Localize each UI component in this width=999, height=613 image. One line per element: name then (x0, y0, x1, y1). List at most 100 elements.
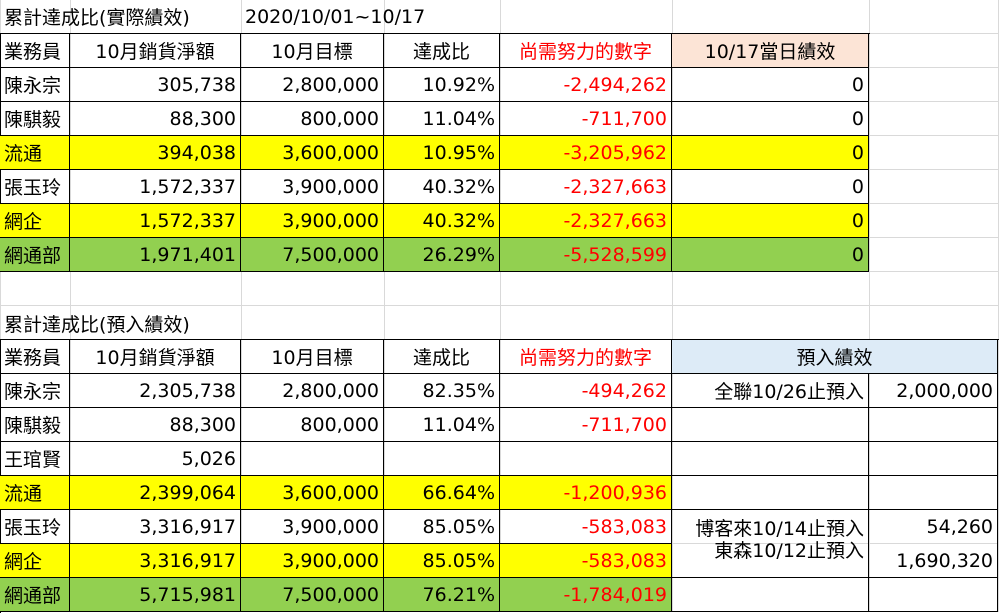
s1-r5-target[interactable]: 7,500,000 (241, 238, 384, 272)
s2-r5-sales[interactable]: 3,316,917 (70, 544, 241, 578)
s1-r4-sales[interactable]: 1,572,337 (70, 204, 241, 238)
s2-prepaid-empty-1[interactable] (672, 408, 869, 442)
s2-r1-sales[interactable]: 88,300 (70, 408, 241, 442)
s2-r2-remaining[interactable] (500, 442, 672, 476)
s2-prepaid-label-0[interactable]: 全聯10/26止預入 (672, 374, 869, 408)
s2-r4-sales[interactable]: 3,316,917 (70, 510, 241, 544)
s2-r0-target[interactable]: 2,800,000 (241, 374, 384, 408)
s2-r3-remaining[interactable]: -1,200,936 (500, 476, 672, 510)
s2-r0-name[interactable]: 陳永宗 (0, 374, 70, 408)
s1-r3-name[interactable]: 張玉玲 (0, 170, 70, 204)
s1-header-net-sales[interactable]: 10月銷貨淨額 (70, 34, 241, 68)
s2-r0-ratio[interactable]: 82.35% (384, 374, 500, 408)
s2-r2-sales[interactable]: 5,026 (70, 442, 241, 476)
s1-r4-ratio[interactable]: 40.32% (384, 204, 500, 238)
s1-r5-name[interactable]: 網通部 (0, 238, 70, 272)
s1-r2-ratio[interactable]: 10.95% (384, 136, 500, 170)
s2-prepaid-label-1[interactable]: 博客來10/14止預入 (672, 510, 869, 544)
s2-prepaid-empty-3b[interactable] (869, 476, 998, 510)
s1-r1-name[interactable]: 陳騏毅 (0, 102, 70, 136)
s2-prepaid-empty-2b[interactable] (869, 442, 998, 476)
s1-r2-remaining[interactable]: -3,205,962 (500, 136, 672, 170)
s1-r1-sales[interactable]: 88,300 (70, 102, 241, 136)
s2-prepaid-empty-3[interactable] (672, 476, 869, 510)
s2-r2-name[interactable]: 王琯賢 (0, 442, 70, 476)
s2-header-net-sales[interactable]: 10月銷貨淨額 (70, 340, 241, 374)
s2-r6-target[interactable]: 7,500,000 (241, 578, 384, 612)
s2-prepaid-empty-1b[interactable] (869, 408, 998, 442)
s2-r1-ratio[interactable]: 11.04% (384, 408, 500, 442)
s2-prepaid-empty-2[interactable] (672, 442, 869, 476)
s2-r2-target[interactable] (241, 442, 384, 476)
s1-r1-remaining[interactable]: -711,700 (500, 102, 672, 136)
s2-r3-sales[interactable]: 2,399,064 (70, 476, 241, 510)
s2-r4-remaining[interactable]: -583,083 (500, 510, 672, 544)
s2-r5-remaining[interactable]: -583,083 (500, 544, 672, 578)
s1-r0-sales[interactable]: 305,738 (70, 68, 241, 102)
s1-r3-remaining[interactable]: -2,327,663 (500, 170, 672, 204)
s1-r1-daily[interactable]: 0 (672, 102, 869, 136)
s1-r5-ratio[interactable]: 26.29% (384, 238, 500, 272)
s2-r5-target[interactable]: 3,900,000 (241, 544, 384, 578)
s2-header-prepaid[interactable]: 預入績效 (672, 340, 998, 374)
s2-r3-ratio[interactable]: 66.64% (384, 476, 500, 510)
s2-prepaid-label-2[interactable]: 東森10/12止預入 (672, 536, 869, 578)
s1-r0-daily[interactable]: 0 (672, 68, 869, 102)
s2-r6-sales[interactable]: 5,715,981 (70, 578, 241, 612)
s2-r2-ratio[interactable] (384, 442, 500, 476)
s2-header-target[interactable]: 10月目標 (241, 340, 384, 374)
s2-prepaid-empty-6b[interactable] (869, 578, 998, 612)
s1-header-ratio[interactable]: 達成比 (384, 34, 500, 68)
s1-r3-daily[interactable]: 0 (672, 170, 869, 204)
s2-prepaid-value-0[interactable]: 2,000,000 (869, 374, 998, 408)
s2-header-salesperson[interactable]: 業務員 (0, 340, 70, 374)
s2-r3-target[interactable]: 3,600,000 (241, 476, 384, 510)
section2-title[interactable]: 累計達成比(預入績效) (4, 313, 190, 336)
s1-r0-name[interactable]: 陳永宗 (0, 68, 70, 102)
s1-r3-ratio[interactable]: 40.32% (384, 170, 500, 204)
s1-header-salesperson[interactable]: 業務員 (0, 34, 70, 68)
s1-r0-remaining[interactable]: -2,494,262 (500, 68, 672, 102)
s1-r3-target[interactable]: 3,900,000 (241, 170, 384, 204)
s2-r6-name[interactable]: 網通部 (0, 578, 70, 612)
s2-r1-name[interactable]: 陳騏毅 (0, 408, 70, 442)
s2-prepaid-value-2[interactable]: 1,690,320 (869, 544, 998, 578)
s1-r5-daily[interactable]: 0 (672, 238, 869, 272)
s2-r0-remaining[interactable]: -494,262 (500, 374, 672, 408)
s2-r0-sales[interactable]: 2,305,738 (70, 374, 241, 408)
s2-header-remaining[interactable]: 尚需努力的數字 (500, 340, 672, 374)
s1-header-daily[interactable]: 10/17當日績效 (672, 34, 869, 68)
s2-r6-remaining[interactable]: -1,784,019 (500, 578, 672, 612)
s1-r2-sales[interactable]: 394,038 (70, 136, 241, 170)
s1-r2-target[interactable]: 3,600,000 (241, 136, 384, 170)
s2-r4-target[interactable]: 3,900,000 (241, 510, 384, 544)
s1-r1-ratio[interactable]: 11.04% (384, 102, 500, 136)
s1-r2-daily[interactable]: 0 (672, 136, 869, 170)
s1-r5-remaining[interactable]: -5,528,599 (500, 238, 672, 272)
section1-date-range[interactable]: 2020/10/01~10/17 (245, 5, 426, 28)
s1-header-remaining[interactable]: 尚需努力的數字 (500, 34, 672, 68)
s2-r4-ratio[interactable]: 85.05% (384, 510, 500, 544)
s1-r1-target[interactable]: 800,000 (241, 102, 384, 136)
s1-r0-target[interactable]: 2,800,000 (241, 68, 384, 102)
s2-r5-name[interactable]: 網企 (0, 544, 70, 578)
s2-prepaid-empty-6[interactable] (672, 578, 869, 612)
s1-r4-target[interactable]: 3,900,000 (241, 204, 384, 238)
s2-header-ratio[interactable]: 達成比 (384, 340, 500, 374)
s1-r0-ratio[interactable]: 10.92% (384, 68, 500, 102)
s2-r1-target[interactable]: 800,000 (241, 408, 384, 442)
s2-r3-name[interactable]: 流通 (0, 476, 70, 510)
s1-r4-daily[interactable]: 0 (672, 204, 869, 238)
s2-prepaid-value-1[interactable]: 54,260 (869, 510, 998, 544)
s2-r6-ratio[interactable]: 76.21% (384, 578, 500, 612)
s1-r5-sales[interactable]: 1,971,401 (70, 238, 241, 272)
s2-r5-ratio[interactable]: 85.05% (384, 544, 500, 578)
s1-r2-name[interactable]: 流通 (0, 136, 70, 170)
section1-title[interactable]: 累計達成比(實際績效) (4, 7, 190, 29)
s1-r3-sales[interactable]: 1,572,337 (70, 170, 241, 204)
s1-header-target[interactable]: 10月目標 (241, 34, 384, 68)
s2-r1-remaining[interactable]: -711,700 (500, 408, 672, 442)
s1-r4-remaining[interactable]: -2,327,663 (500, 204, 672, 238)
s2-r4-name[interactable]: 張玉玲 (0, 510, 70, 544)
s1-r4-name[interactable]: 網企 (0, 204, 70, 238)
